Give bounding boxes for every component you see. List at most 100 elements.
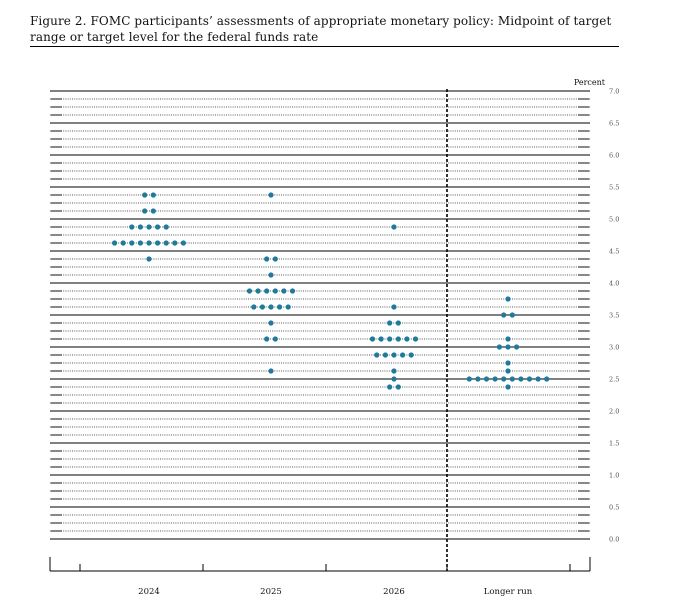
participant-dot — [505, 360, 511, 366]
participant-dot — [268, 304, 274, 310]
participant-dot — [129, 240, 135, 246]
participant-dot — [264, 256, 270, 262]
x-category-label: 2026 — [383, 587, 405, 597]
y-tick-label: 4.0 — [609, 280, 619, 288]
participant-dot — [404, 336, 410, 342]
participant-dot — [475, 376, 481, 382]
y-tick-label: 3.0 — [609, 344, 619, 352]
participant-dot — [518, 376, 524, 382]
participant-dot — [505, 336, 511, 342]
y-tick-label: 5.5 — [609, 184, 619, 192]
participant-dot — [163, 224, 169, 230]
y-tick-label: 5.0 — [609, 216, 619, 224]
title-rule — [30, 46, 619, 47]
participant-dot — [496, 344, 502, 350]
participant-dot — [492, 376, 498, 382]
participant-dot — [272, 288, 278, 294]
participant-dot — [146, 224, 152, 230]
participant-dot — [391, 224, 397, 230]
participant-dot — [395, 336, 401, 342]
participant-dot — [281, 288, 287, 294]
participant-dot — [391, 376, 397, 382]
participant-dot — [505, 384, 511, 390]
participant-dot — [155, 240, 161, 246]
y-tick-label: 1.0 — [609, 472, 619, 480]
participant-dot — [155, 224, 161, 230]
participant-dot — [255, 288, 261, 294]
participant-dot — [374, 352, 380, 358]
participant-dot — [268, 192, 274, 198]
participant-dot — [268, 368, 274, 374]
participant-dot — [369, 336, 376, 342]
participant-dot — [391, 304, 397, 310]
participant-dot — [142, 192, 148, 198]
participant-dot — [395, 320, 401, 326]
participant-dot — [180, 240, 186, 246]
participant-dot — [483, 376, 490, 382]
participant-dot — [137, 240, 143, 246]
participant-dot — [112, 240, 118, 246]
y-tick-label: 0.0 — [609, 536, 619, 544]
participant-dot — [264, 288, 270, 294]
participant-dot — [509, 312, 515, 318]
participant-dot — [264, 336, 270, 342]
participant-dot — [391, 352, 397, 358]
x-category-label: 2024 — [138, 587, 160, 597]
participant-dot — [505, 368, 511, 374]
participant-dot — [535, 376, 541, 382]
participant-dot — [408, 352, 414, 358]
participant-dot — [142, 208, 148, 214]
participant-dot — [509, 376, 515, 382]
participant-dot — [268, 272, 274, 278]
participant-dot — [120, 240, 126, 246]
y-tick-label: 2.5 — [609, 376, 619, 384]
x-category-label: Longer run — [484, 587, 533, 597]
participant-dot — [501, 376, 507, 382]
participant-dot — [387, 384, 393, 390]
participant-dot — [150, 192, 156, 198]
participant-dot — [251, 304, 257, 310]
participant-dot — [387, 336, 393, 342]
y-tick-label: 4.5 — [609, 248, 619, 256]
participant-dot — [277, 304, 283, 310]
participant-dot — [412, 336, 419, 342]
participant-dot — [268, 320, 274, 326]
x-category-label: 2025 — [260, 587, 282, 597]
participant-dot — [501, 312, 507, 318]
figure-title: Figure 2. FOMC participants’ assessments… — [30, 14, 612, 44]
participant-dot — [387, 320, 393, 326]
participant-dot — [146, 240, 152, 246]
participant-dot — [391, 368, 397, 374]
participant-dot — [172, 240, 178, 246]
y-tick-label: 6.0 — [609, 152, 619, 160]
participant-dot — [272, 256, 278, 262]
y-tick-label: 3.5 — [609, 312, 619, 320]
participant-dot — [544, 376, 550, 382]
participant-dot — [505, 344, 511, 350]
participant-dot — [129, 224, 135, 230]
participant-dot — [146, 256, 152, 262]
participant-dot — [514, 344, 520, 350]
participant-dot — [395, 384, 401, 390]
y-tick-label: 2.0 — [609, 408, 619, 416]
participant-dot — [150, 208, 156, 214]
participant-dot — [400, 352, 406, 358]
y-axis-label: Percent — [574, 78, 606, 87]
participant-dot — [163, 240, 169, 246]
participant-dot — [382, 352, 388, 358]
y-tick-label: 7.0 — [609, 88, 619, 96]
y-tick-label: 6.5 — [609, 120, 619, 128]
y-tick-label: 1.5 — [609, 440, 619, 448]
participant-dot — [289, 288, 296, 294]
participant-dot — [272, 336, 278, 342]
participant-dot — [246, 288, 253, 294]
participant-dot — [526, 376, 533, 382]
participant-dot — [505, 296, 511, 302]
participant-dot — [259, 304, 265, 310]
participant-dot — [466, 376, 472, 382]
participant-dot — [137, 224, 143, 230]
participant-dot — [378, 336, 384, 342]
participant-dot — [285, 304, 291, 310]
y-tick-label: 0.5 — [609, 504, 619, 512]
